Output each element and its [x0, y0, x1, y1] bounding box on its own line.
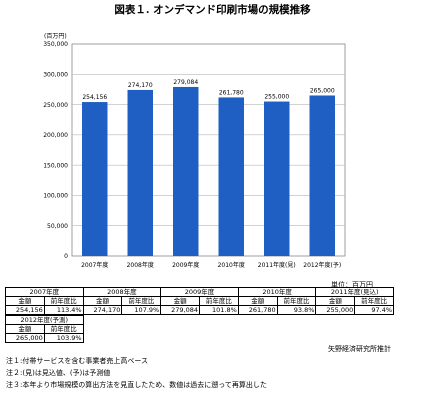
table-year-row: 2012年度(予測) — [5, 315, 84, 325]
table-ratio: 93.8% — [276, 305, 317, 315]
notes: 注１:付帯サービスを含む事業者売上高ベース 注２:(見)は見込値、(予)は予測値… — [6, 355, 267, 391]
bar-value-label: 274,170 — [128, 82, 153, 89]
y-tick-label: 0 — [64, 253, 68, 260]
table-amount: 274,170 — [82, 305, 123, 315]
bar-chart: 0 50,000 100,000 150,000 200,000 250,000 300,0… — [43, 33, 346, 269]
value-labels: 254,156 274,170 279,084 261,780 255,000 265,0… — [82, 79, 334, 101]
table-col-ratio: 前年度比 — [199, 296, 239, 306]
bar — [264, 101, 290, 257]
table-col-amount: 金額 — [82, 296, 123, 306]
x-tick-label: 2007年度 — [81, 261, 108, 269]
bar — [82, 102, 108, 256]
table-year: 2012年度(予測) — [5, 315, 84, 325]
x-tick-label: 2010年度 — [218, 261, 245, 269]
table-amount: 279,084 — [160, 305, 201, 315]
data-table-row1: 2007年度 2008年度 2009年度 2010年度 2011年度(見込) 金… — [5, 287, 395, 315]
table-col-ratio: 前年度比 — [43, 324, 84, 334]
y-tick-label: 100,000 — [43, 193, 68, 200]
table-col-amount: 金額 — [160, 296, 201, 306]
table-col-ratio: 前年度比 — [121, 296, 162, 306]
table-year: 2009年度 — [160, 287, 239, 297]
source-credit: 矢野経済研究所推計 — [328, 345, 391, 353]
table-col-amount: 金額 — [237, 296, 278, 306]
x-axis: 2007年度 2008年度 2009年度 2010年度 2011年度(見) 2012年度(… — [81, 261, 341, 269]
bar-value-label: 254,156 — [82, 94, 107, 101]
table-header-row: 金額 前年度比 金額 前年度比 金額 前年度比 金額 前年度比 金額 前年度比 — [5, 296, 395, 306]
y-tick-label: 200,000 — [43, 132, 68, 139]
x-tick-label: 2009年度 — [172, 261, 199, 269]
table-amount: 254,156 — [5, 305, 45, 315]
y-tick-label: 150,000 — [43, 162, 68, 169]
gridlines — [72, 73, 345, 227]
table-year: 2011年度(見込) — [315, 287, 395, 297]
table-col-amount: 金額 — [5, 324, 45, 334]
table-col-ratio: 前年度比 — [43, 296, 84, 306]
note-1: 注１:付帯サービスを含む事業者売上高ベース — [6, 357, 149, 365]
table-amount: 255,000 — [315, 305, 356, 315]
plot-area — [71, 43, 346, 257]
table-col-ratio: 前年度比 — [354, 296, 395, 306]
table-header-row: 金額 前年度比 — [5, 324, 84, 334]
y-axis: 0 50,000 100,000 150,000 200,000 250,000 300,0… — [43, 41, 68, 260]
table-year: 2007年度 — [5, 287, 84, 297]
table-amount: 265,000 — [5, 333, 45, 343]
table-year: 2008年度 — [82, 287, 162, 297]
table-ratio: 101.8% — [199, 305, 239, 315]
bar-value-label: 261,780 — [219, 89, 244, 96]
table-value-row: 265,000 103.9% — [5, 333, 84, 343]
table-year: 2010年度 — [237, 287, 317, 297]
y-tick-label: 350,000 — [43, 41, 68, 48]
bars — [82, 86, 335, 257]
table-value-row: 254,156 113.4% 274,170 107.9% 279,084 10… — [5, 305, 395, 315]
note-2: 注２:(見)は見込値、(予)は予測値 — [6, 369, 111, 377]
table-ratio: 107.9% — [121, 305, 162, 315]
table-ratio: 97.4% — [354, 305, 395, 315]
table-ratio: 103.9% — [43, 333, 84, 343]
bar-value-label: 265,000 — [310, 87, 335, 94]
note-3: 注３:本年より市場規模の算出方法を見直したため、数値は過去に遡って再算出した — [6, 381, 267, 389]
y-tick-label: 300,000 — [43, 71, 68, 78]
chart-title: 図表１. オンデマンド印刷市場の規模推移 — [114, 4, 311, 16]
bar — [218, 97, 244, 256]
bar — [309, 95, 335, 256]
y-axis-unit: (百万円) — [44, 33, 67, 40]
y-tick-label: 250,000 — [43, 102, 68, 109]
bar — [173, 86, 199, 256]
table-unit-note: 単位：百万円 — [331, 281, 373, 289]
bar-value-label: 279,084 — [173, 79, 198, 86]
x-tick-label: 2011年度(見) — [258, 261, 296, 269]
table-amount: 261,780 — [237, 305, 278, 315]
table-ratio: 113.4% — [43, 305, 84, 315]
table-col-amount: 金額 — [315, 296, 356, 306]
table-year-row: 2007年度 2008年度 2009年度 2010年度 2011年度(見込) — [5, 287, 395, 297]
table-col-ratio: 前年度比 — [276, 296, 317, 306]
x-tick-label: 2008年度 — [127, 261, 154, 269]
table-col-amount: 金額 — [5, 296, 45, 306]
bar — [127, 89, 153, 257]
bar-value-label: 255,000 — [264, 94, 289, 101]
data-table-row2: 2012年度(予測) 金額 前年度比 265,000 103.9% — [5, 315, 84, 343]
y-tick-label: 50,000 — [47, 223, 68, 230]
x-tick-label: 2012年度(予) — [303, 261, 341, 269]
